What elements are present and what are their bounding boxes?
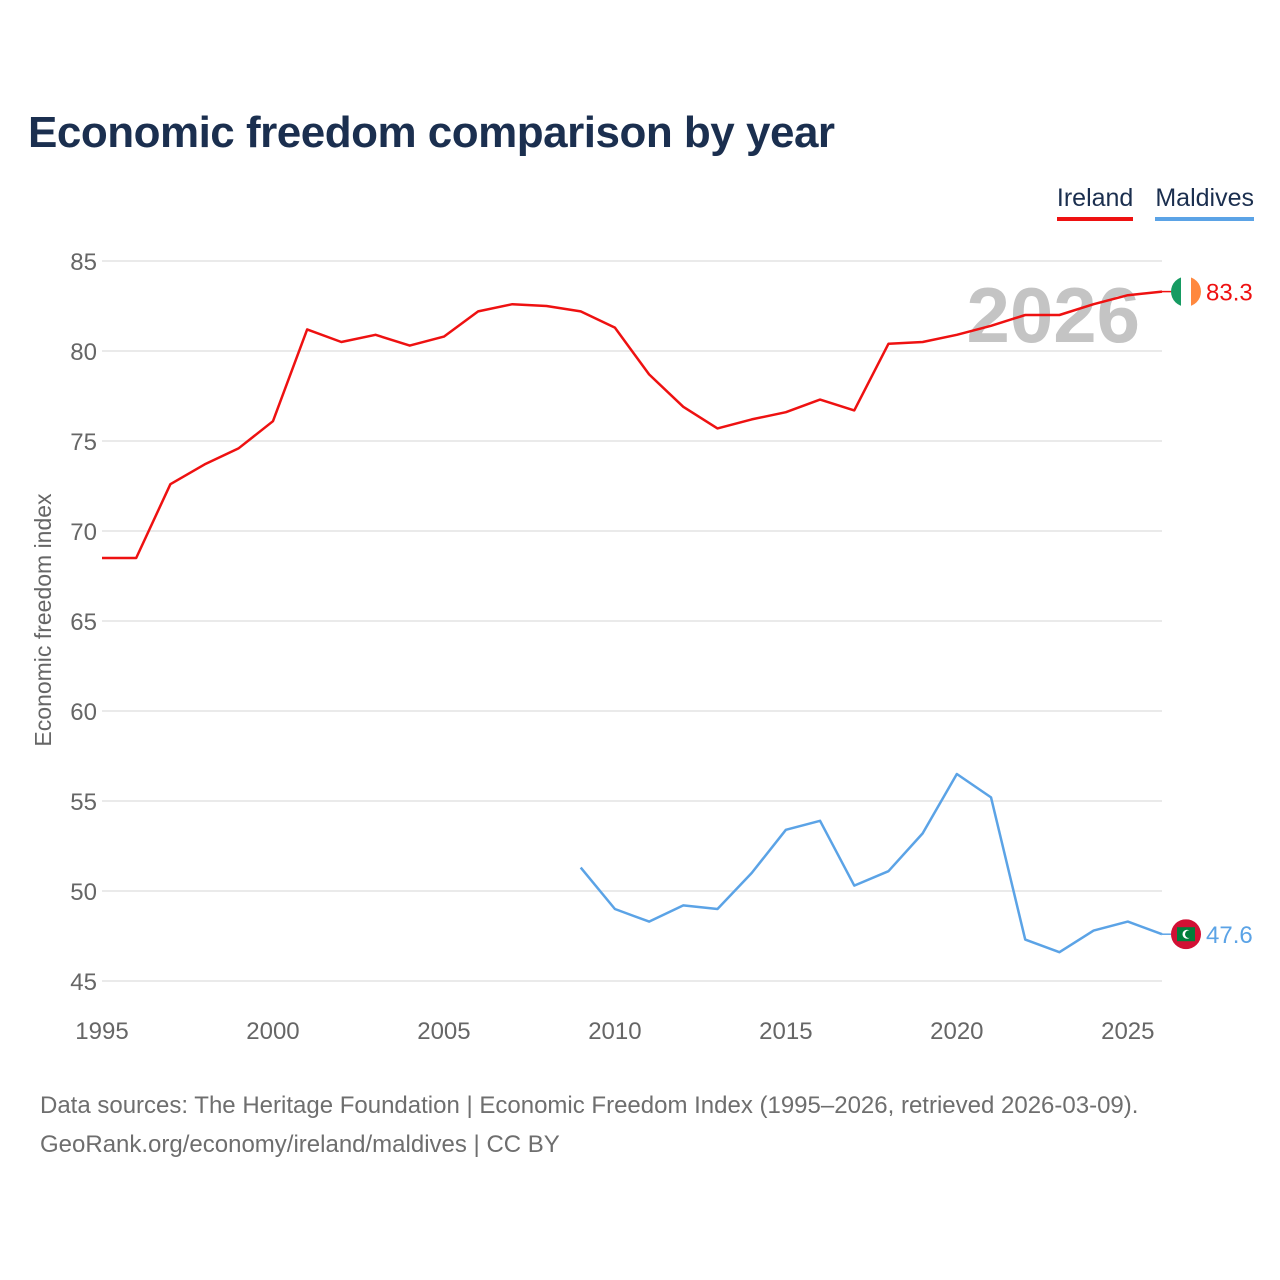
end-value-label-maldives: 47.6: [1206, 922, 1253, 949]
footer: Data sources: The Heritage Foundation | …: [40, 1086, 1138, 1164]
y-tick-label: 80: [70, 339, 97, 366]
y-tick-label: 85: [70, 249, 97, 276]
footer-url: GeoRank.org/economy/ireland/maldives | C…: [40, 1131, 560, 1158]
footer-sources: Data sources: The Heritage Foundation | …: [40, 1092, 1139, 1119]
x-tick-label: 2010: [588, 1018, 641, 1045]
x-tick-label: 1995: [75, 1018, 128, 1045]
legend-item-ireland[interactable]: Ireland: [1056, 184, 1134, 221]
y-tick-label: 65: [70, 609, 97, 636]
y-tick-label: 55: [70, 789, 97, 816]
ireland-flag-icon: [1171, 276, 1201, 307]
chart-title: Economic freedom comparison by year: [28, 108, 835, 157]
legend: Ireland Maldives: [1056, 184, 1254, 221]
series-line-ireland[interactable]: [102, 290, 1163, 560]
y-tick-label: 75: [70, 429, 97, 456]
y-axis-label: Economic freedom index: [30, 493, 56, 747]
end-value-label-ireland: 83.3: [1206, 280, 1253, 307]
legend-item-maldives[interactable]: Maldives: [1155, 184, 1254, 221]
y-tick-label: 50: [70, 879, 97, 906]
x-tick-label: 2000: [246, 1018, 299, 1045]
x-tick-label: 2020: [930, 1018, 983, 1045]
series-line-maldives[interactable]: [579, 772, 1163, 954]
x-tick-label: 2015: [759, 1018, 812, 1045]
maldives-flag-icon: [1171, 919, 1201, 950]
y-tick-label: 70: [70, 519, 97, 546]
x-tick-label: 2005: [417, 1018, 470, 1045]
y-tick-label: 45: [70, 969, 97, 996]
x-tick-label: 2025: [1101, 1018, 1154, 1045]
y-tick-label: 60: [70, 699, 97, 726]
